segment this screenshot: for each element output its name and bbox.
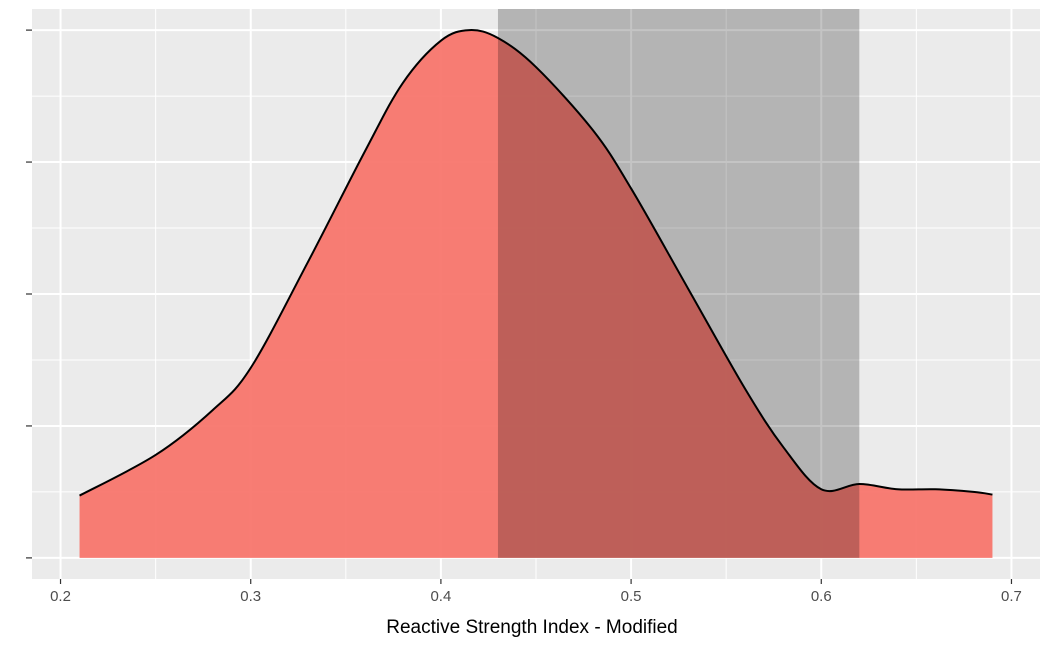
- y-axis-ticks: [26, 29, 32, 559]
- x-tick-label: 0.4: [430, 588, 451, 605]
- density-curve-line: [79, 29, 993, 497]
- x-tick-label: 0.6: [811, 588, 832, 605]
- x-tick-label: 0.2: [50, 588, 71, 605]
- x-tick-label: 0.5: [621, 588, 642, 605]
- x-tick-label: 0.3: [240, 588, 261, 605]
- x-axis-title: Reactive Strength Index - Modified: [386, 617, 678, 638]
- x-axis-ticks: 0.2 0.3 0.4 0.5 0.6 0.7: [50, 579, 1022, 605]
- highlight-band: [497, 9, 860, 558]
- x-tick-label: 0.7: [1001, 588, 1022, 605]
